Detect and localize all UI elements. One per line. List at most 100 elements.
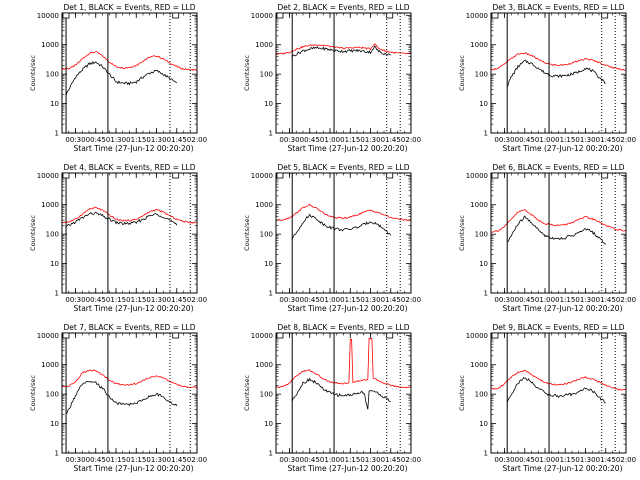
x-tick-label: 00:45: [86, 136, 106, 144]
x-axis-label: Start Time (27-Jun-12 00:20:20): [74, 464, 194, 473]
corner-box-right: [601, 332, 609, 339]
y-tick-label: 100: [46, 391, 59, 399]
events-line-1: [65, 60, 178, 96]
x-tick-label: 01:45: [596, 456, 616, 464]
y-tick-label: 10000: [466, 332, 488, 340]
y-axis-label: Counts/sec: [458, 375, 466, 411]
x-tick-label: 02:00: [616, 296, 636, 304]
y-tick-label: 1: [484, 290, 488, 298]
events-line-2: [291, 45, 391, 58]
corner-box-right: [601, 172, 609, 179]
chart-title: Det 8, BLACK = Events, RED = LLD: [277, 323, 409, 332]
lld-line-1: [62, 51, 197, 72]
y-tick-label: 1: [269, 130, 273, 138]
y-tick-label: 100: [475, 71, 488, 79]
y-tick-label: 10: [479, 100, 488, 108]
corner-box-left: [62, 332, 70, 339]
chart-title: Det 3, BLACK = Events, RED = LLD: [492, 3, 624, 12]
x-tick-label: 00:45: [300, 136, 320, 144]
y-tick-label: 10: [50, 100, 59, 108]
corner-box-right: [172, 12, 180, 19]
lld-line-2: [276, 43, 411, 55]
y-axis-label: Counts/sec: [243, 215, 251, 251]
x-tick-label: 01:15: [340, 456, 360, 464]
lld-line-4: [62, 206, 197, 224]
y-tick-label: 1000: [255, 361, 273, 369]
x-tick-label: 00:45: [86, 296, 106, 304]
y-tick-label: 1000: [41, 201, 59, 209]
x-tick-label: 00:30: [494, 296, 514, 304]
x-tick-label: 01:30: [575, 456, 595, 464]
y-tick-label: 10: [50, 260, 59, 268]
events-line-8: [291, 377, 391, 410]
x-tick-label: 00:45: [86, 456, 106, 464]
x-tick-label: 01:15: [106, 456, 126, 464]
chart-title: Det 4, BLACK = Events, RED = LLD: [63, 163, 195, 172]
x-tick-label: 00:30: [494, 136, 514, 144]
plot-frame: [490, 12, 627, 134]
chart-panel-2: 1 10 100 1000 10000 00:30 00:45 01:00 01:15 01:30…: [243, 3, 421, 153]
x-tick-label: 01:30: [575, 296, 595, 304]
y-tick-label: 1000: [470, 41, 488, 49]
x-tick-label: 01:15: [126, 456, 146, 464]
y-tick-label: 1: [55, 450, 59, 458]
x-tick-label: 00:30: [279, 296, 299, 304]
corner-box-right: [386, 12, 394, 19]
x-tick-label: 00:30: [65, 136, 85, 144]
x-axis-label: Start Time (27-Jun-12 00:20:20): [503, 464, 623, 473]
lld-line-9: [491, 369, 626, 391]
corner-box-right: [386, 172, 394, 179]
chart-title: Det 6, BLACK = Events, RED = LLD: [492, 163, 624, 172]
x-tick-label: 01:15: [126, 296, 146, 304]
plot-frame: [275, 332, 412, 454]
x-tick-label: 00:45: [515, 456, 535, 464]
y-tick-label: 10000: [251, 12, 273, 20]
chart-panel-6: 1 10 100 1000 10000 00:30 00:45 01:00 01:15 01:30…: [458, 163, 636, 313]
chart-panel-3: 1 10 100 1000 10000 00:30 00:45 01:00 01:15 01:30…: [458, 3, 636, 153]
chart-panel-8: 1 10 100 1000 10000 00:30 00:45 01:00 01:15 01:30…: [243, 323, 421, 473]
corner-box-right: [386, 332, 394, 339]
x-tick-label: 01:45: [167, 456, 187, 464]
x-tick-label: 01:30: [360, 296, 380, 304]
y-tick-label: 1: [55, 290, 59, 298]
x-tick-label: 02:00: [401, 296, 421, 304]
corner-box-right: [172, 332, 180, 339]
x-tick-label: 01:45: [381, 296, 401, 304]
lld-line-8: [276, 337, 411, 389]
y-tick-label: 1000: [255, 41, 273, 49]
x-tick-label: 01:30: [146, 456, 166, 464]
x-tick-label: 00:45: [300, 456, 320, 464]
y-tick-label: 1000: [470, 361, 488, 369]
y-tick-label: 10: [50, 420, 59, 428]
chart-title: Det 2, BLACK = Events, RED = LLD: [277, 3, 409, 12]
x-tick-label: 00:45: [515, 136, 535, 144]
events-line-6: [507, 215, 607, 245]
corner-box-left: [491, 12, 499, 19]
x-tick-label: 01:00: [535, 136, 555, 144]
x-tick-label: 02:00: [616, 456, 636, 464]
x-tick-label: 01:45: [596, 136, 616, 144]
x-axis-label: Start Time (27-Jun-12 00:20:20): [74, 144, 194, 153]
x-tick-label: 00:30: [65, 296, 85, 304]
plot-frame: [490, 172, 627, 294]
x-tick-label: 00:45: [515, 296, 535, 304]
y-tick-label: 100: [475, 391, 488, 399]
y-tick-label: 10: [264, 260, 273, 268]
x-tick-label: 01:15: [555, 136, 575, 144]
x-tick-label: 01:00: [320, 296, 340, 304]
lld-line-3: [491, 52, 626, 71]
y-tick-label: 1: [55, 130, 59, 138]
x-axis-label: Start Time (27-Jun-12 00:20:20): [288, 304, 408, 313]
y-axis-label: Counts/sec: [243, 55, 251, 91]
x-tick-label: 00:30: [279, 136, 299, 144]
y-tick-label: 10000: [37, 332, 59, 340]
chart-panel-5: 1 10 100 1000 10000 00:30 00:45 01:00 01:15 01:30…: [243, 163, 421, 313]
y-tick-label: 10000: [37, 12, 59, 20]
chart-title: Det 9, BLACK = Events, RED = LLD: [492, 323, 624, 332]
plot-frame: [61, 12, 198, 134]
y-tick-label: 10000: [466, 172, 488, 180]
chart-panel-9: 1 10 100 1000 10000 00:30 00:45 01:00 01:15 01:30…: [458, 323, 636, 473]
